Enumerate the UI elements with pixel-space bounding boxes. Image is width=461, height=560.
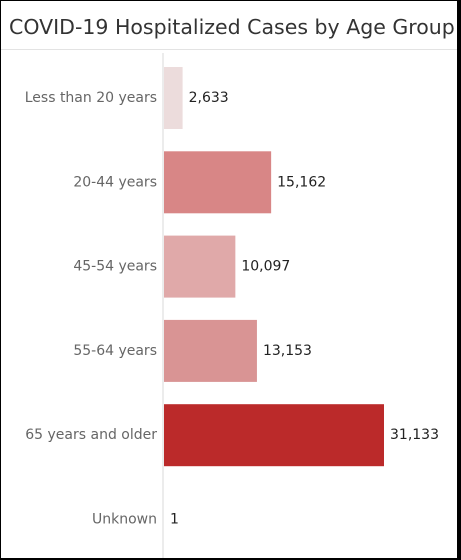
value-label: 13,153 [263, 343, 312, 359]
category-label: 55-64 years [73, 343, 157, 359]
category-label: 45-54 years [73, 259, 157, 275]
category-label: Unknown [92, 512, 157, 528]
value-label: 10,097 [241, 259, 290, 275]
value-label: 1 [170, 512, 179, 528]
category-label: 20-44 years [73, 174, 157, 190]
bar[interactable] [164, 404, 384, 467]
title-divider [1, 49, 457, 50]
value-label: 2,633 [189, 90, 229, 106]
bar[interactable] [164, 67, 183, 129]
bar[interactable] [164, 319, 257, 382]
category-label: Less than 20 years [25, 90, 157, 106]
value-label: 31,133 [390, 427, 439, 443]
bars-layer: Less than 20 years 2,633 20-44 years 15,162… [25, 67, 439, 551]
value-label: 15,162 [277, 174, 326, 190]
chart-title: COVID-19 Hospitalized Cases by Age Group [9, 15, 455, 39]
bar[interactable] [164, 151, 272, 214]
bar[interactable] [164, 235, 236, 298]
category-label: 65 years and older [25, 427, 157, 443]
